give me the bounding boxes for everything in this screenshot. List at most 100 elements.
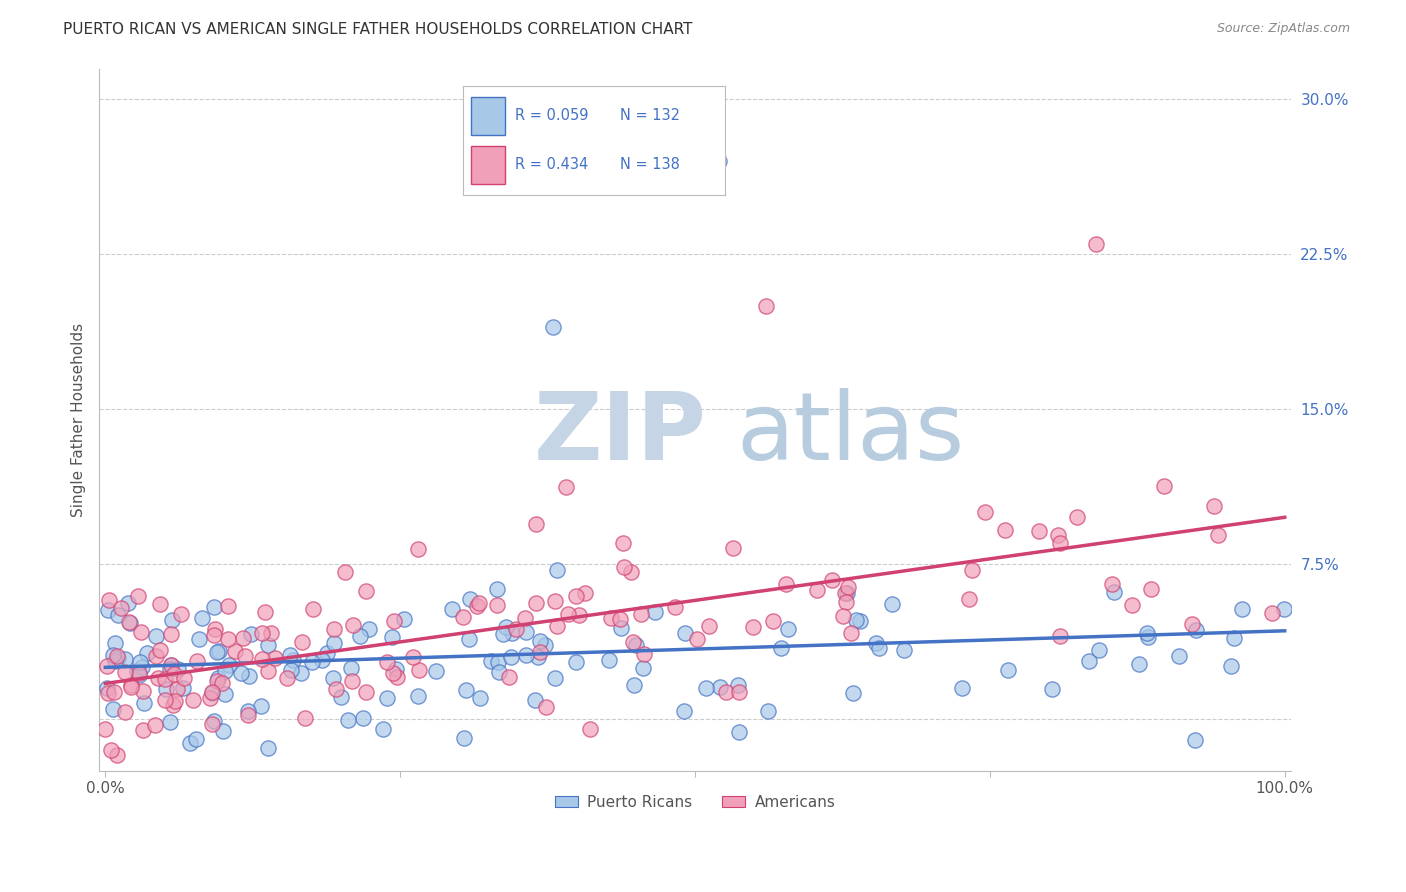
Point <box>201 684 224 698</box>
Point <box>707 154 730 169</box>
Point <box>1222 631 1244 645</box>
Point <box>207 671 229 685</box>
Point <box>865 636 887 650</box>
Point <box>208 644 231 658</box>
Point <box>201 717 224 731</box>
Point <box>994 523 1017 537</box>
Point <box>114 705 136 719</box>
Point <box>229 666 252 681</box>
Point <box>120 616 142 631</box>
Point <box>686 632 709 647</box>
Point <box>574 585 596 599</box>
Point <box>543 671 565 685</box>
Point <box>257 741 280 756</box>
Point <box>97 593 120 607</box>
Point <box>529 633 551 648</box>
Point <box>1230 602 1253 616</box>
Point <box>96 681 118 695</box>
Point <box>132 684 155 698</box>
Point <box>202 600 225 615</box>
Point <box>382 614 405 628</box>
Point <box>232 631 254 645</box>
Point <box>880 597 903 611</box>
Point <box>626 638 648 652</box>
Y-axis label: Single Father Households: Single Father Households <box>72 323 86 516</box>
Point <box>610 620 633 634</box>
Point <box>340 673 363 688</box>
Point <box>291 635 314 649</box>
Point <box>523 693 546 707</box>
Point <box>184 731 207 746</box>
Point <box>127 589 149 603</box>
Point <box>236 708 259 723</box>
Point <box>120 680 142 694</box>
Point <box>352 711 374 725</box>
Point <box>834 586 856 600</box>
Point <box>837 580 859 594</box>
Point <box>342 618 364 632</box>
Point <box>1049 536 1071 550</box>
Point <box>238 668 260 682</box>
Point <box>205 673 228 688</box>
Point <box>543 319 565 334</box>
Point <box>769 641 792 656</box>
Point <box>385 661 408 675</box>
Point <box>214 687 236 701</box>
Point <box>505 622 527 636</box>
Point <box>756 704 779 718</box>
Point <box>839 626 862 640</box>
Point <box>695 681 717 695</box>
Point <box>145 773 167 788</box>
Point <box>354 684 377 698</box>
Point <box>672 704 695 718</box>
Point <box>456 683 478 698</box>
Point <box>339 661 361 675</box>
Point <box>1066 509 1088 524</box>
Legend: Puerto Ricans, Americans: Puerto Ricans, Americans <box>548 789 841 815</box>
Point <box>1139 582 1161 597</box>
Point <box>204 622 226 636</box>
Point <box>630 607 652 621</box>
Point <box>1046 528 1069 542</box>
Point <box>132 723 155 737</box>
Point <box>250 699 273 714</box>
Point <box>377 690 399 705</box>
Point <box>515 624 537 639</box>
Point <box>742 620 765 634</box>
Point <box>1153 479 1175 493</box>
Point <box>382 665 405 680</box>
Point <box>212 724 235 739</box>
Point <box>406 690 429 704</box>
Point <box>524 596 547 610</box>
Point <box>250 652 273 666</box>
Point <box>721 541 744 555</box>
Point <box>325 681 347 696</box>
Point <box>322 671 344 685</box>
Point <box>104 654 127 668</box>
Point <box>162 613 184 627</box>
Point <box>186 654 208 668</box>
Point <box>120 678 142 692</box>
Point <box>1121 599 1143 613</box>
Point <box>529 645 551 659</box>
Point <box>394 612 416 626</box>
Point <box>97 603 120 617</box>
Point <box>957 591 980 606</box>
Point <box>845 613 868 627</box>
Point <box>1040 682 1063 697</box>
Point <box>385 670 408 684</box>
Point <box>598 652 620 666</box>
Point <box>159 657 181 672</box>
Point <box>211 676 233 690</box>
Point <box>486 582 509 596</box>
Text: ZIP: ZIP <box>534 388 707 480</box>
Point <box>515 611 537 625</box>
Point <box>893 642 915 657</box>
Point <box>1085 237 1108 252</box>
Point <box>1185 624 1208 638</box>
Point <box>159 715 181 730</box>
Point <box>599 611 621 625</box>
Point <box>501 626 523 640</box>
Point <box>557 607 579 622</box>
Point <box>143 718 166 732</box>
